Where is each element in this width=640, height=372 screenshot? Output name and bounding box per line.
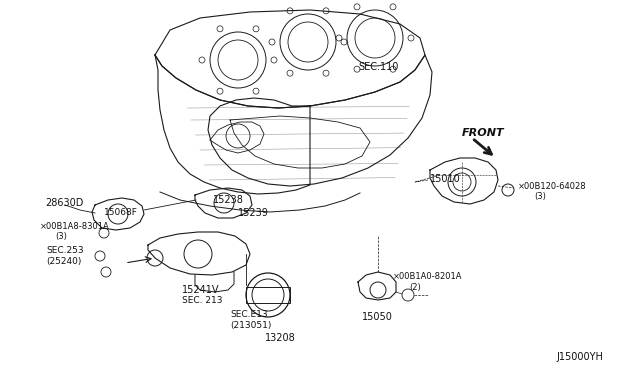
Text: (3): (3) (55, 232, 67, 241)
Text: (213051): (213051) (230, 321, 271, 330)
Text: 28630D: 28630D (45, 198, 83, 208)
Bar (246, 287, 290, 303)
Text: (25240): (25240) (46, 257, 81, 266)
Text: 15241V: 15241V (182, 285, 220, 295)
Text: SEC.E13: SEC.E13 (230, 310, 268, 319)
Text: 15238: 15238 (213, 195, 244, 205)
Text: (3): (3) (534, 192, 546, 201)
Text: 15068F: 15068F (104, 208, 138, 217)
Text: FRONT: FRONT (462, 128, 504, 138)
Text: (2): (2) (409, 283, 420, 292)
Text: 15050: 15050 (362, 312, 393, 322)
Text: SEC.110: SEC.110 (358, 62, 398, 72)
Text: ×00B120-64028: ×00B120-64028 (518, 182, 587, 191)
Text: ×00B1A8-8301A: ×00B1A8-8301A (40, 222, 109, 231)
Text: 15239: 15239 (238, 208, 269, 218)
Text: 15010: 15010 (430, 174, 461, 184)
Text: J15000YH: J15000YH (556, 352, 603, 362)
Text: SEC.253: SEC.253 (46, 246, 84, 255)
Text: SEC. 213: SEC. 213 (182, 296, 223, 305)
Text: 13208: 13208 (265, 333, 296, 343)
Text: ×00B1A0-8201A: ×00B1A0-8201A (393, 272, 463, 281)
